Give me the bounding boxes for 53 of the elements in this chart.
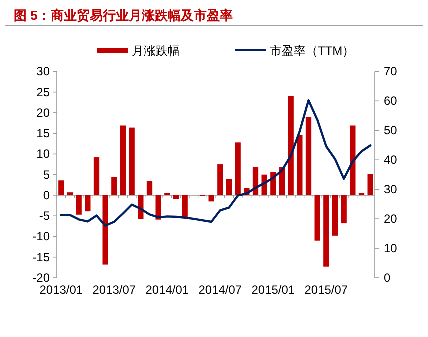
bar — [235, 142, 241, 196]
y-tick-label: 5 — [43, 168, 50, 182]
x-tick-label: 2014/07 — [198, 283, 242, 297]
bar — [208, 195, 214, 202]
bar — [146, 181, 153, 196]
y2-tick-label: 0 — [384, 271, 391, 285]
y2-tick-label: 50 — [384, 124, 398, 138]
y2-tick-label: 40 — [384, 153, 398, 168]
bar — [112, 177, 118, 196]
x-tick-label: 2014/01 — [146, 283, 190, 297]
y2-tick-label: 30 — [384, 182, 398, 197]
bar — [129, 128, 135, 196]
y-tick-label: 0 — [43, 188, 50, 202]
bar — [350, 126, 356, 196]
x-tick-label: 2015/07 — [304, 283, 348, 297]
y-tick-label: 10 — [36, 147, 50, 162]
bar — [218, 164, 224, 196]
bar — [76, 195, 82, 215]
y2-tick-label: 70 — [384, 64, 398, 79]
bar — [94, 158, 100, 196]
bar — [324, 195, 330, 267]
bar — [226, 179, 232, 196]
legend-label: 市盈率（TTM） — [270, 44, 355, 58]
bar — [314, 195, 320, 241]
y-tick-label: 15 — [36, 126, 50, 141]
chart-title: 图 5：商业贸易行业月涨跌幅及市盈率 — [14, 8, 233, 23]
y-tick-label: 30 — [36, 64, 50, 79]
y-tick-label: -10 — [32, 230, 50, 244]
bar — [341, 195, 347, 224]
x-tick-label: 2013/01 — [40, 283, 84, 297]
bar — [85, 195, 91, 212]
x-tick-label: 2015/01 — [252, 283, 296, 297]
bar — [288, 96, 294, 196]
y2-tick-label: 60 — [384, 94, 398, 108]
bar — [173, 195, 180, 200]
bar — [102, 195, 108, 265]
bar — [67, 192, 74, 196]
bar — [306, 118, 312, 196]
y2-tick-label: 10 — [384, 242, 398, 256]
y-tick-label: 20 — [36, 106, 50, 120]
x-tick-label: 2013/07 — [92, 283, 136, 297]
y-tick-label: -5 — [39, 209, 50, 224]
y-tick-label: -15 — [32, 250, 50, 264]
bar — [332, 195, 338, 236]
bar — [120, 126, 126, 196]
bar — [368, 174, 374, 196]
bar — [58, 180, 64, 196]
bar — [297, 135, 303, 196]
y-tick-label: -20 — [32, 271, 50, 285]
legend-label: 月涨跌幅 — [132, 44, 180, 58]
bar — [182, 195, 188, 218]
y2-tick-label: 20 — [384, 212, 398, 226]
y-tick-label: 25 — [36, 85, 50, 100]
